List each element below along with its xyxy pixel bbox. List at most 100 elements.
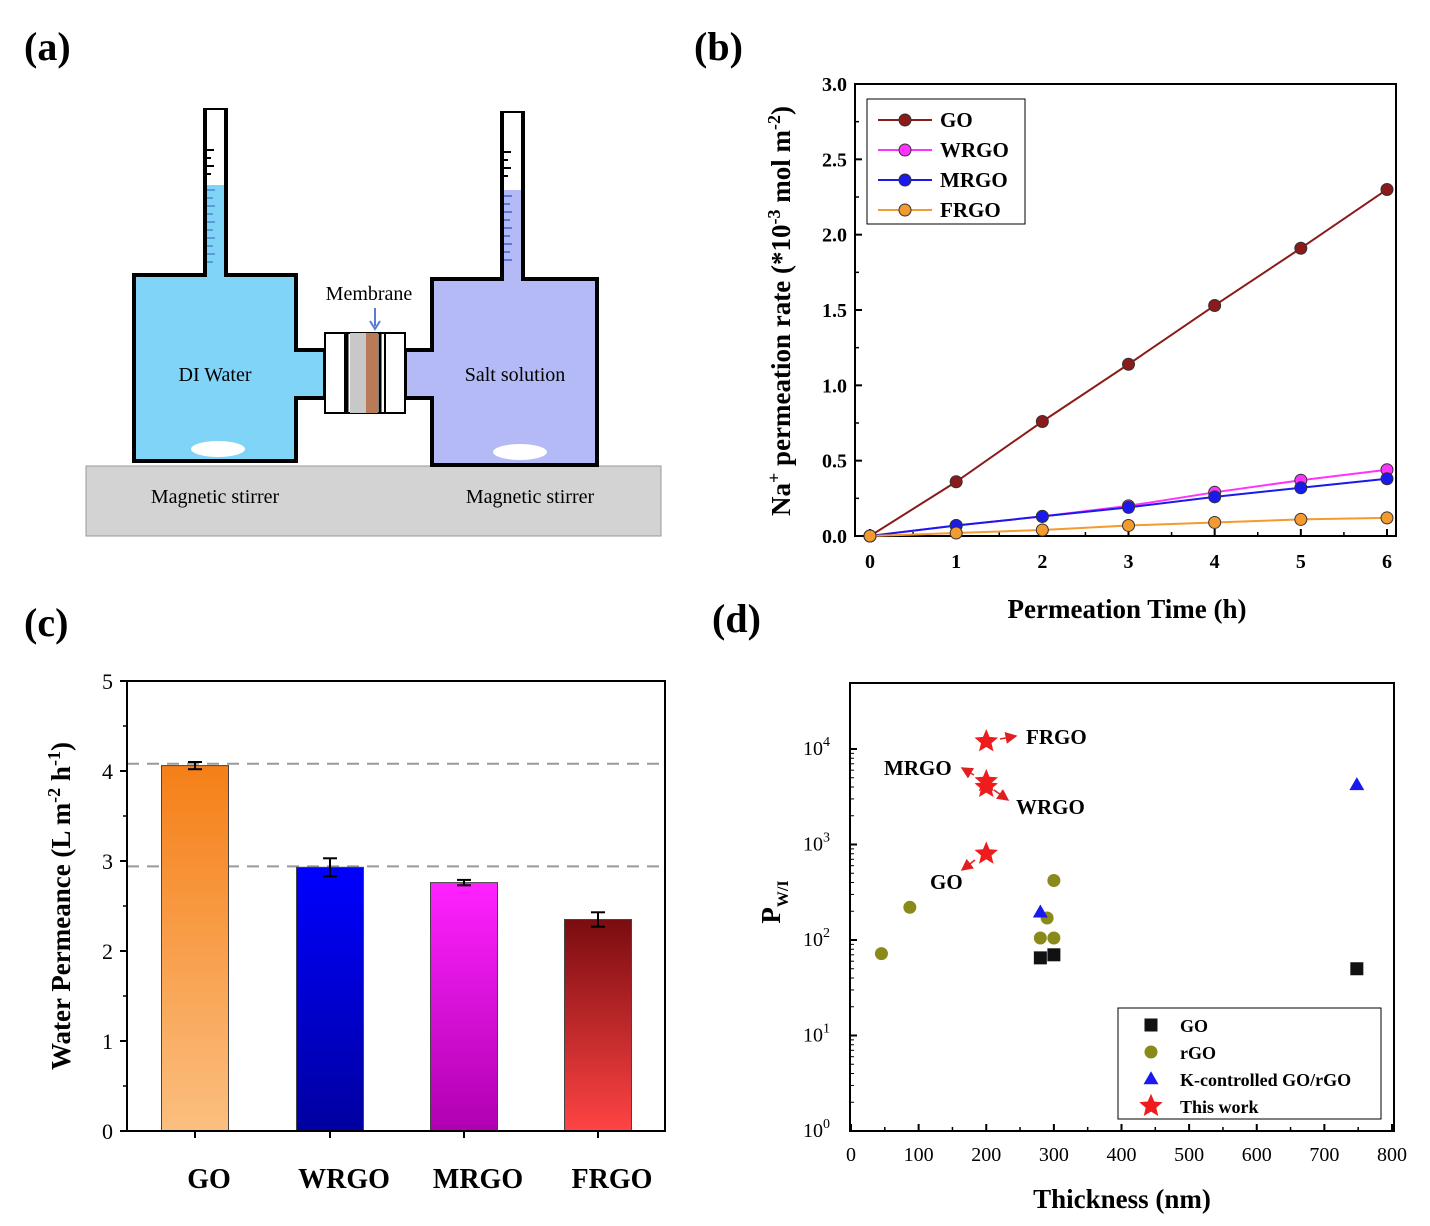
b-xtick-label: 1 [951,551,961,573]
d-ylabel-sub: W/I [775,880,792,907]
annotation-frgo: FRGO [1026,725,1087,749]
chart-d-legend: GO rGO K-controlled GO/rGO This work [1117,1007,1382,1120]
b-legend-marker [898,143,912,157]
arrow-mrgo [960,767,975,779]
b-legend-marker [898,173,912,187]
b-point-go [1208,298,1222,312]
d-point-rgo [1047,931,1061,945]
d-point-k-controlled-go-rgo [1032,904,1048,918]
b-ytick-label: 3.0 [822,74,847,96]
b-point-frgo [1294,512,1308,526]
c-ylabel-p3: -1 [44,751,64,766]
d-point-this-work [974,774,998,797]
d-ytick-label: 102 [803,926,830,951]
chart-d: 0 100 200 300 400 500 600 700 800100101102103104… [756,682,1407,1214]
b-ytick-label: 1.0 [822,375,847,397]
d-ytick-exp: 3 [823,831,830,846]
d-legend-marker [1144,1018,1158,1032]
c-ytick-label: 5 [102,669,113,694]
d-ytick-exp: 2 [823,926,830,941]
b-legend-label: FRGO [940,198,1001,222]
b-legend-marker [898,113,912,127]
d-ytick-base: 10 [803,1025,823,1047]
b-legend-label: GO [940,108,973,132]
chart-d-annotations: FRGO MRGO WRGO GO [884,725,1087,894]
right-scale-ticks-blue [504,195,512,261]
d-legend-label: K-controlled GO/rGO [1180,1070,1351,1090]
d-ytick-label: 103 [803,831,830,856]
d-legend-label: GO [1180,1016,1208,1036]
d-point-rgo [874,947,888,961]
b-xtick-label: 3 [1124,551,1134,573]
stirrer-left-label: Magnetic stirrer [151,486,280,508]
d-point-go [1047,948,1061,962]
salt-solution-label: Salt solution [465,364,566,386]
b-point-frgo [1122,518,1135,532]
b-xtick-label: 0 [865,551,875,573]
d-ytick-label: 104 [803,735,830,760]
b-ytick-label: 0.0 [822,526,847,548]
right-stir-bar [493,444,547,460]
c-ytick-label: 1 [102,1029,113,1054]
c-ylabel-p2: h [46,766,76,788]
b-ytick-label: 0.5 [822,451,847,473]
d-xtick-label: 400 [1107,1144,1137,1166]
membrane-label: Membrane [326,283,413,305]
d-xtick-label: 800 [1377,1144,1407,1166]
d-point-go [1350,962,1364,976]
b-point-go [949,475,963,489]
b-point-mrgo [1035,509,1049,523]
arrow-wrgo [993,789,1010,801]
b-legend-marker [898,203,912,217]
panel-label-b: (b) [694,24,743,69]
b-ylabel-p4: mol m [766,130,796,210]
membrane [366,333,378,413]
d-ytick-exp: 4 [823,735,830,750]
di-water-label: DI Water [179,364,252,386]
left-scale-ticks-blue [207,189,215,263]
c-bar-wrgo [296,866,364,1132]
b-point-go [1122,357,1135,371]
annotation-mrgo: MRGO [884,756,952,780]
c-ytick-label: 3 [102,849,113,874]
d-xtick-label: 600 [1242,1144,1272,1166]
chart-b-legend: GO WRGO MRGO FRGO [866,98,1026,225]
c-xtick-label: WRGO [298,1164,390,1195]
d-point-this-work [974,841,998,864]
b-ytick-label: 2.5 [822,149,847,171]
b-point-go [1035,414,1049,428]
stirrer-right-label: Magnetic stirrer [466,486,595,508]
d-xtick-label: 100 [904,1144,934,1166]
panel-label-a: (a) [24,24,71,69]
chart-c-ylabel: Water Permeance (L m-2 h-1) [44,742,76,1070]
b-legend-label: MRGO [940,168,1008,192]
d-point-rgo [1047,873,1061,887]
stirrer-base [85,465,662,537]
b-ylabel-p1: + [764,473,784,483]
b-point-frgo [949,526,963,540]
membrane-support [350,333,366,413]
d-ytick-base: 10 [803,929,823,951]
c-ytick-label: 4 [102,759,113,784]
c-ylabel-p0: Water Permeance (L m [46,802,76,1070]
b-ylabel-p5: -2 [764,115,784,130]
d-xtick-label: 0 [846,1144,856,1166]
d-ytick-exp: 0 [823,1117,830,1132]
left-stir-bar [191,441,245,457]
b-point-mrgo [1294,481,1308,495]
b-point-mrgo [1208,490,1222,504]
b-ytick-label: 1.5 [822,300,847,322]
arrow-go [960,858,976,871]
d-point-this-work [974,729,998,752]
d-xtick-label: 200 [971,1144,1001,1166]
d-ylabel-main: P [756,907,786,924]
b-ylabel-p2: permeation rate (*10 [766,225,796,473]
left-scale-ticks [205,149,214,175]
c-bar-go [161,765,229,1132]
holder-right-flange [384,332,406,414]
d-legend-marker [1143,1071,1159,1085]
b-xtick-label: 5 [1296,551,1306,573]
c-xtick-label: GO [187,1164,231,1195]
d-legend-label: This work [1180,1097,1259,1117]
